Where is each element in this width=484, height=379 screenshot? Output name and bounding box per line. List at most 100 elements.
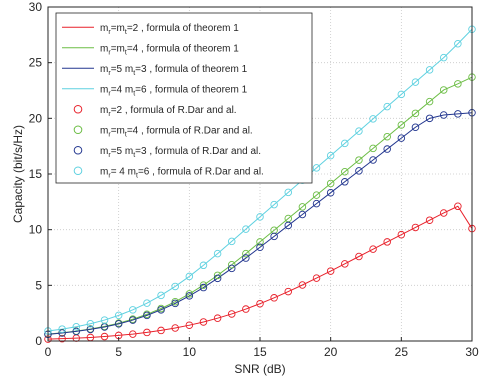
series-point-5 bbox=[312, 191, 321, 199]
legend-label: mr=2 , formula of R.Dar and al. bbox=[100, 105, 237, 118]
series-point-4 bbox=[326, 267, 335, 275]
legend-label-part: m bbox=[100, 84, 108, 95]
series-point-4 bbox=[242, 305, 250, 313]
series-point-5 bbox=[185, 290, 194, 298]
y-tick-label: 10 bbox=[29, 223, 43, 237]
series-point-6 bbox=[411, 123, 420, 131]
series-point-6 bbox=[397, 134, 406, 142]
series-point-7 bbox=[369, 115, 377, 123]
series-point-6 bbox=[341, 178, 349, 186]
series-point-5 bbox=[439, 86, 448, 94]
series-point-4 bbox=[143, 328, 151, 337]
legend-label-part: m bbox=[100, 43, 108, 54]
series-point-7 bbox=[341, 139, 349, 148]
x-tick-label: 10 bbox=[183, 345, 197, 359]
series-point-4 bbox=[199, 318, 208, 326]
series-point-5 bbox=[242, 249, 250, 258]
series-point-7 bbox=[411, 78, 420, 86]
legend-label: mr=mt=2 , formula of theorem 1 bbox=[100, 23, 239, 36]
series-line-1 bbox=[47, 76, 473, 335]
legend-box bbox=[55, 12, 313, 184]
series-point-4 bbox=[129, 330, 137, 338]
series-point-4 bbox=[454, 202, 462, 211]
legend-label-part: r bbox=[108, 29, 111, 36]
legend-marker-swatch bbox=[73, 125, 83, 135]
series-point-7 bbox=[242, 225, 250, 233]
series-point-7 bbox=[58, 325, 66, 333]
series-point-4 bbox=[58, 334, 66, 343]
series-point-4 bbox=[284, 287, 293, 296]
series-point-6 bbox=[171, 299, 179, 308]
series-point-7 bbox=[86, 319, 95, 328]
series-point-7 bbox=[143, 299, 151, 307]
series-point-5 bbox=[454, 80, 462, 88]
series-line-3 bbox=[47, 28, 473, 332]
y-tick-label: 5 bbox=[35, 278, 42, 292]
legend-label-part: r bbox=[108, 49, 111, 56]
legend-marker-swatch bbox=[73, 145, 83, 155]
legend-label: mr=mt=4 , formula of R.Dar and al. bbox=[100, 125, 253, 138]
series-point-7 bbox=[185, 272, 194, 281]
series-line-2 bbox=[47, 112, 473, 335]
series-point-4 bbox=[213, 314, 222, 322]
series-point-5 bbox=[227, 260, 236, 269]
legend-label-part: =6 , formula of theorem 1 bbox=[135, 84, 247, 95]
series-point-7 bbox=[72, 322, 81, 331]
series-point-4 bbox=[298, 281, 307, 289]
legend-label-part: =5 m bbox=[111, 64, 134, 75]
x-tick-label: 25 bbox=[395, 345, 409, 359]
series-point-4 bbox=[383, 238, 391, 246]
series-point-4 bbox=[397, 230, 406, 239]
series-point-4 bbox=[369, 245, 377, 253]
series-point-6 bbox=[157, 306, 165, 314]
series-point-7 bbox=[227, 237, 236, 246]
legend-label-part: =5 m bbox=[111, 146, 134, 157]
legend-label-part: t bbox=[133, 152, 135, 159]
series-markers bbox=[44, 25, 476, 343]
legend-label: mr=mt=4 , formula of theorem 1 bbox=[100, 43, 239, 56]
x-tick-label: 5 bbox=[115, 345, 122, 359]
legend-label-part: r bbox=[108, 172, 111, 179]
series-point-7 bbox=[157, 291, 165, 300]
series-point-7 bbox=[171, 282, 179, 291]
series-point-6 bbox=[312, 199, 321, 208]
legend-label-part: =2 , formula of theorem 1 bbox=[127, 23, 239, 34]
legend-label-part: m bbox=[100, 64, 108, 75]
series-point-6 bbox=[213, 274, 222, 283]
series-line-0 bbox=[47, 205, 473, 340]
legend-label-part: =m bbox=[111, 125, 125, 136]
series-point-7 bbox=[199, 261, 208, 270]
y-tick-label: 15 bbox=[29, 167, 43, 181]
series-point-7 bbox=[114, 311, 123, 320]
legend-label-part: =3 , formula of R.Dar and al. bbox=[135, 146, 261, 157]
series-point-6 bbox=[199, 283, 208, 292]
series-point-6 bbox=[58, 329, 66, 337]
legend-label-part: r bbox=[108, 152, 111, 159]
legend-label-part: =2 , formula of R.Dar and al. bbox=[111, 105, 237, 116]
series-point-7 bbox=[256, 213, 264, 221]
legend-label-part: t bbox=[133, 70, 135, 77]
series-point-7 bbox=[425, 66, 434, 74]
legend-label-part: = 4 m bbox=[111, 166, 136, 177]
series-point-6 bbox=[256, 243, 264, 252]
legend-label-part: =4 m bbox=[111, 84, 134, 95]
series-point-6 bbox=[369, 156, 377, 164]
series-point-7 bbox=[213, 249, 222, 258]
legend-label-part: r bbox=[108, 70, 111, 77]
series-point-7 bbox=[312, 164, 321, 172]
x-tick-label: 30 bbox=[465, 345, 479, 359]
legend-label: mr= 4 mt=6 , formula of R.Dar and al. bbox=[100, 166, 264, 179]
legend-marker-swatch bbox=[73, 104, 83, 114]
legend-label-part: r bbox=[108, 111, 111, 118]
series-point-5 bbox=[355, 156, 363, 164]
legend-label-part: r bbox=[108, 131, 111, 138]
series-point-6 bbox=[454, 110, 462, 118]
series-point-5 bbox=[298, 203, 307, 211]
y-axis-label: Capacity (bit/s/Hz) bbox=[11, 125, 25, 223]
legend-label-part: =m bbox=[111, 43, 125, 54]
series-point-7 bbox=[100, 316, 109, 324]
series-point-7 bbox=[355, 127, 363, 135]
series-point-7 bbox=[454, 39, 462, 48]
axis-ticks: 0 5 10 15 20 25 30 0 5 10 15 20 25 30 bbox=[29, 0, 479, 359]
legend-label: mr=5 mt=3 , formula of theorem 1 bbox=[100, 64, 248, 77]
